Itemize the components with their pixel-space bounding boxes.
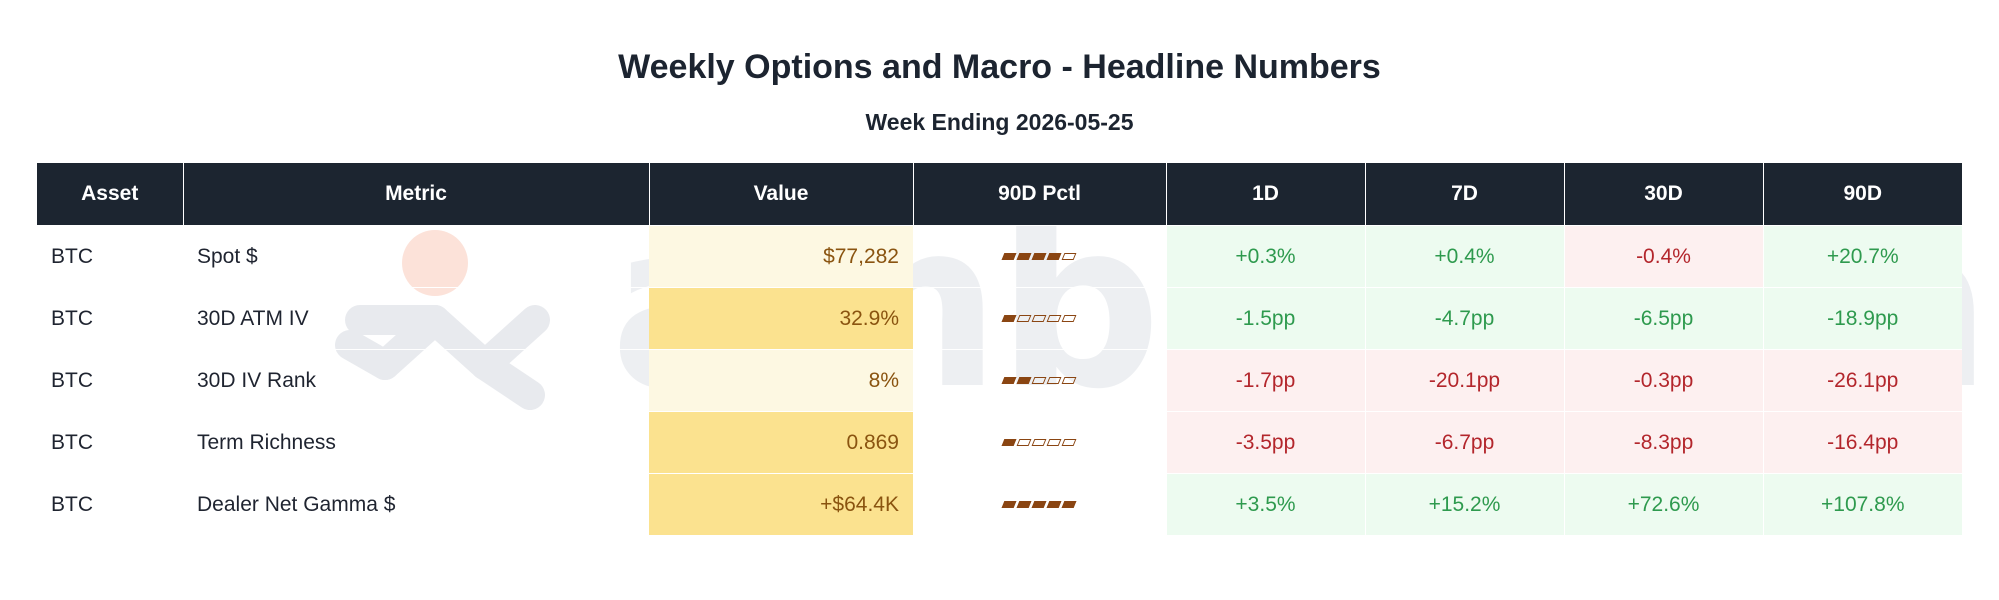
cell-change-1d: +0.3% [1165,225,1365,288]
percentile-bar-filled [1016,377,1032,385]
cell-value: 8% [649,349,913,412]
cell-change-30d: -6.5pp [1563,287,1763,350]
cell-90d-pctl [913,349,1166,412]
column-header-30d: 30D [1563,163,1763,226]
cell-asset: BTC [37,349,183,412]
cell-change-90d: -16.4pp [1762,411,1962,474]
cell-change-90d: +20.7% [1762,225,1962,288]
table-row: BTC Dealer Net Gamma $ +$64.4K +3.5% +15.2% +… [37,473,1962,535]
column-header-value: Value [648,163,913,226]
percentile-bar-empty [1031,315,1047,323]
cell-value: 0.869 [649,411,913,474]
percentile-bar-filled [1046,253,1062,261]
cell-change-1d: -1.5pp [1165,287,1365,350]
cell-value: $77,282 [649,225,913,288]
cell-value: 32.9% [649,287,913,350]
percentile-bar-empty [1061,377,1077,385]
cell-change-7d: +15.2% [1364,473,1564,535]
cell-change-90d: +107.8% [1762,473,1962,535]
percentile-bars [1001,253,1077,261]
cell-change-7d: -6.7pp [1364,411,1564,474]
table-row: BTC 30D IV Rank 8% -1.7pp -20.1pp -0.3pp -26.1… [37,349,1962,412]
cell-asset: BTC [37,287,183,350]
cell-change-30d: -0.4% [1563,225,1763,288]
table-row: BTC 30D ATM IV 32.9% -1.5pp -4.7pp -6.5pp -18.… [37,287,1962,350]
percentile-bar-filled [1001,315,1017,323]
cell-asset: BTC [37,473,183,535]
cell-90d-pctl [913,411,1166,474]
percentile-bars [1001,315,1077,323]
cell-change-90d: -26.1pp [1762,349,1962,412]
cell-change-1d: +3.5% [1165,473,1365,535]
cell-asset: BTC [37,225,183,288]
cell-value: +$64.4K [649,473,913,535]
percentile-bar-filled [1001,501,1017,509]
percentile-bar-empty [1061,439,1077,447]
cell-change-7d: -4.7pp [1364,287,1564,350]
cell-metric: Dealer Net Gamma $ [183,473,649,535]
cell-change-30d: +72.6% [1563,473,1763,535]
cell-change-1d: -3.5pp [1165,411,1365,474]
cell-90d-pctl [913,225,1166,288]
column-header-1d: 1D [1165,163,1365,226]
column-header-90d: 90D [1762,163,1962,226]
percentile-bar-empty [1046,439,1062,447]
column-header-7d: 7D [1364,163,1564,226]
cell-change-30d: -8.3pp [1563,411,1763,474]
percentile-bar-empty [1061,315,1077,323]
column-header-metric: Metric [182,163,649,226]
percentile-bar-filled [1016,501,1032,509]
percentile-bar-filled [1046,501,1062,509]
cell-change-7d: +0.4% [1364,225,1564,288]
cell-change-90d: -18.9pp [1762,287,1962,350]
cell-asset: BTC [37,411,183,474]
table-header-row: Asset Metric Value 90D Pctl 1D 7D 30D 90… [37,163,1962,226]
percentile-bar-empty [1046,315,1062,323]
percentile-bar-filled [1016,253,1032,261]
cell-metric: Spot $ [183,225,649,288]
percentile-bar-empty [1016,315,1032,323]
percentile-bar-filled [1031,501,1047,509]
percentile-bar-empty [1061,253,1077,261]
percentile-bar-filled [1001,253,1017,261]
percentile-bar-empty [1031,439,1047,447]
percentile-bars [1001,501,1077,509]
percentile-bar-filled [1031,253,1047,261]
headline-numbers-table: Asset Metric Value 90D Pctl 1D 7D 30D 90… [37,163,1962,535]
percentile-bars [1001,439,1077,447]
cell-metric: Term Richness [183,411,649,474]
cell-90d-pctl [913,287,1166,350]
percentile-bar-empty [1046,377,1062,385]
percentile-bar-filled [1061,501,1077,509]
page-title: Weekly Options and Macro - Headline Numb… [618,48,1381,86]
column-header-90d-pctl: 90D Pctl [912,163,1166,226]
cell-change-7d: -20.1pp [1364,349,1564,412]
table-row: BTC Spot $ $77,282 +0.3% +0.4% -0.4% +20.7% [37,225,1962,288]
table-body: BTC Spot $ $77,282 +0.3% +0.4% -0.4% +20.7% BTC… [37,225,1962,535]
percentile-bar-filled [1001,377,1017,385]
cell-change-1d: -1.7pp [1165,349,1365,412]
percentile-bar-empty [1016,439,1032,447]
cell-metric: 30D ATM IV [183,287,649,350]
percentile-bar-empty [1031,377,1047,385]
cell-metric: 30D IV Rank [183,349,649,412]
table-row: BTC Term Richness 0.869 -3.5pp -6.7pp -8.3pp -… [37,411,1962,474]
cell-90d-pctl [913,473,1166,535]
cell-change-30d: -0.3pp [1563,349,1763,412]
page-subtitle: Week Ending 2026-05-25 [865,109,1134,135]
percentile-bars [1001,377,1077,385]
percentile-bar-filled [1001,439,1017,447]
column-header-asset: Asset [37,163,183,226]
